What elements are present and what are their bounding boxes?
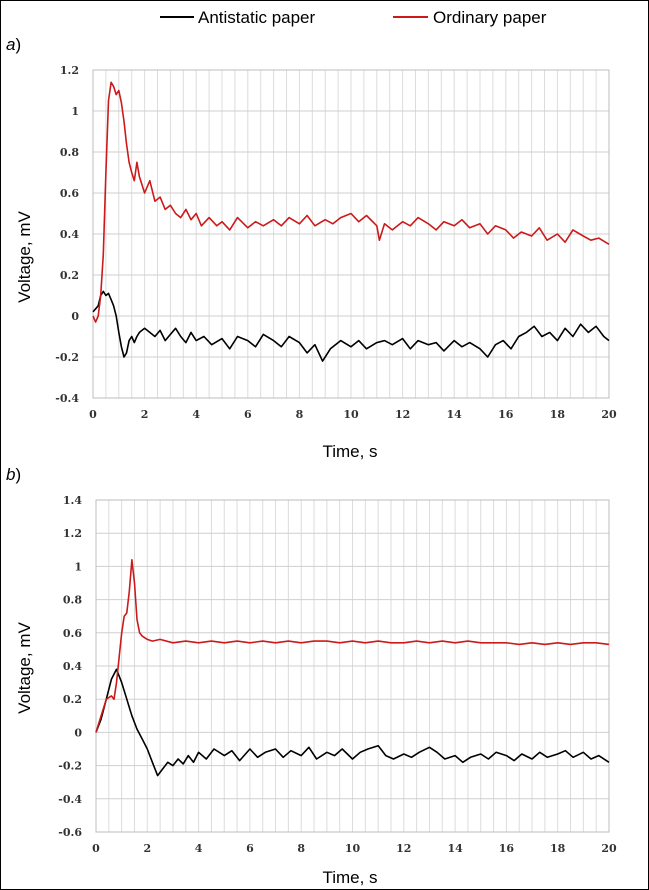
panel-label-a-letter: a bbox=[6, 35, 15, 54]
x-tick-label: 4 bbox=[192, 408, 200, 421]
y-tick-label: 0 bbox=[74, 726, 82, 739]
chart-panel-a: a) -0.4 -0.2 0 0.2 0.4 0.6 0.8 1 1.2 0 2 4 6 8 10 12 14… bbox=[6, 35, 617, 461]
x-tick-label: 0 bbox=[92, 842, 100, 855]
panel-label-a: a) bbox=[6, 35, 21, 54]
x-tick-label: 20 bbox=[601, 408, 617, 421]
grid-a bbox=[92, 69, 610, 399]
x-tick-label: 14 bbox=[447, 408, 463, 421]
x-tick-label: 0 bbox=[89, 408, 97, 421]
series-line-ordinary-a bbox=[92, 81, 610, 323]
x-tick-label: 6 bbox=[246, 842, 254, 855]
x-tick-label: 18 bbox=[550, 408, 566, 421]
x-tick-label: 4 bbox=[195, 842, 203, 855]
y-tick-label: -0.2 bbox=[55, 351, 79, 364]
y-tick-label: 0.6 bbox=[63, 627, 82, 640]
x-tick-label: 14 bbox=[447, 842, 463, 855]
y-tick-label: 1.4 bbox=[63, 494, 82, 507]
x-tick-labels-a: 0 2 4 6 8 10 12 14 16 18 20 bbox=[89, 408, 617, 421]
y-tick-label: 0.8 bbox=[60, 146, 79, 159]
x-tick-label: 18 bbox=[550, 842, 566, 855]
x-tick-label: 16 bbox=[498, 408, 514, 421]
panel-label-b-letter: b bbox=[6, 465, 15, 484]
y-tick-label: 0.2 bbox=[60, 269, 79, 282]
series-line-antistatic-b bbox=[95, 668, 610, 777]
y-tick-label: 0.6 bbox=[60, 187, 79, 200]
x-tick-label: 2 bbox=[141, 408, 149, 421]
grid-b bbox=[95, 499, 610, 833]
legend-label-ordinary: Ordinary paper bbox=[433, 8, 547, 27]
y-tick-label: 0.8 bbox=[63, 594, 82, 607]
y-tick-label: 0.4 bbox=[63, 660, 82, 673]
y-tick-labels-a: -0.4 -0.2 0 0.2 0.4 0.6 0.8 1 1.2 bbox=[55, 64, 79, 405]
x-tick-label: 12 bbox=[395, 408, 410, 421]
y-tick-label: 0.4 bbox=[60, 228, 79, 241]
series-a bbox=[92, 81, 610, 362]
series-b bbox=[95, 558, 610, 777]
y-axis-title-b: Voltage, mV bbox=[15, 622, 34, 714]
y-tick-label: -0.4 bbox=[58, 793, 82, 806]
legend: Antistatic paper Ordinary paper bbox=[160, 8, 547, 27]
x-tick-label: 2 bbox=[143, 842, 151, 855]
x-tick-label: 16 bbox=[499, 842, 515, 855]
y-tick-label: 1.2 bbox=[60, 64, 79, 77]
x-axis-title-a: Time, s bbox=[322, 442, 377, 461]
y-tick-label: 1 bbox=[74, 560, 82, 573]
x-tick-label: 8 bbox=[297, 842, 305, 855]
y-tick-label: 1.2 bbox=[63, 527, 82, 540]
plot-area-border bbox=[92, 69, 610, 399]
x-tick-label: 20 bbox=[601, 842, 617, 855]
series-line-antistatic-a bbox=[92, 290, 610, 362]
x-tick-label: 10 bbox=[343, 408, 359, 421]
y-axis-title-a: Voltage, mV bbox=[15, 211, 34, 303]
x-tick-label: 12 bbox=[396, 842, 411, 855]
chart-panel-b: b) -0.6 -0.4 -0.2 0 0.2 0.4 0.6 0.8 1 1.2 1.4 0 2 4 6… bbox=[6, 465, 617, 887]
panel-label-b: b) bbox=[6, 465, 21, 484]
y-tick-label: 0 bbox=[71, 310, 79, 323]
x-tick-label: 8 bbox=[296, 408, 304, 421]
x-tick-label: 6 bbox=[244, 408, 252, 421]
y-tick-label: -0.4 bbox=[55, 392, 79, 405]
legend-label-antistatic: Antistatic paper bbox=[198, 8, 316, 27]
x-tick-label: 10 bbox=[345, 842, 361, 855]
x-tick-labels-b: 0 2 4 6 8 10 12 14 16 18 20 bbox=[92, 842, 617, 855]
y-tick-label: -0.6 bbox=[58, 826, 82, 839]
y-tick-label: 0.2 bbox=[63, 693, 82, 706]
y-tick-labels-b: -0.6 -0.4 -0.2 0 0.2 0.4 0.6 0.8 1 1.2 1.4 bbox=[58, 494, 82, 839]
series-line-ordinary-b bbox=[95, 558, 610, 733]
y-tick-label: -0.2 bbox=[58, 760, 82, 773]
y-tick-label: 1 bbox=[71, 105, 79, 118]
plot-area-border bbox=[95, 499, 610, 833]
x-axis-title-b: Time, s bbox=[322, 868, 377, 887]
